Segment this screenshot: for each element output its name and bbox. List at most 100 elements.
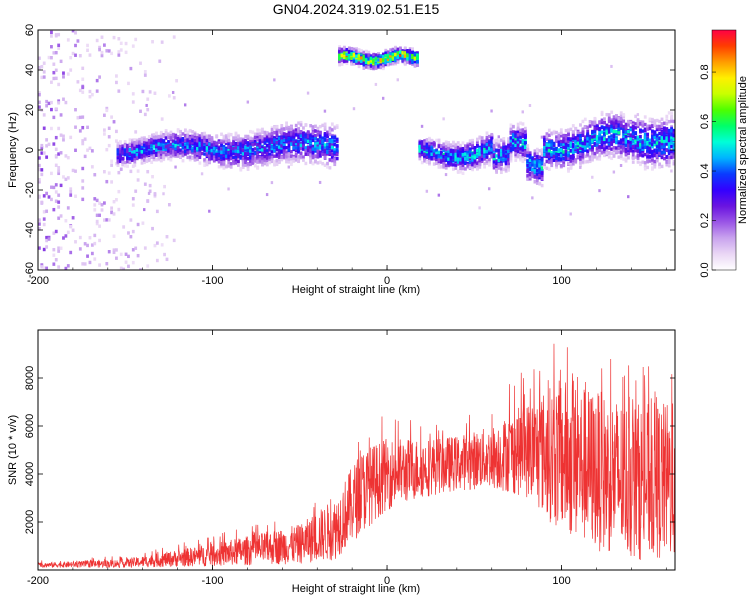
spectrogram-cell [261, 158, 264, 162]
spectrogram-cell [186, 138, 190, 142]
spectrogram-cell [71, 216, 75, 220]
spectrogram-cell [297, 135, 301, 140]
spectrogram-cell [531, 163, 534, 167]
spectrogram-cell [535, 168, 539, 172]
spectrogram-cell [275, 133, 279, 138]
spectrogram-cell [464, 148, 467, 153]
spectrogram-cell [583, 148, 587, 152]
spectrogram-cell [588, 155, 592, 159]
spectrogram-cell [531, 196, 534, 200]
spectrogram-cell [208, 144, 211, 148]
spectrogram-cell [564, 139, 568, 143]
spectrogram-cell [285, 153, 288, 157]
spectrogram-cell [251, 152, 255, 156]
spectrogram-cell [273, 163, 276, 167]
spectrogram-cell [377, 55, 380, 59]
spectrogram-cell [449, 157, 453, 162]
spectrogram-cell [143, 143, 146, 148]
spectrogram-cell [188, 144, 192, 148]
spectrogram-cell [138, 149, 142, 154]
spectrogram-cell [133, 143, 137, 147]
spectrogram-cell [323, 163, 327, 167]
spectrogram-cell [487, 187, 491, 191]
spectrogram-cell [59, 183, 63, 188]
spectrogram-cell [507, 147, 510, 152]
spectrogram-cell [265, 149, 269, 153]
spectrogram-cell [622, 128, 626, 132]
spectrogram-cell [122, 225, 126, 229]
spectrogram-cell [191, 134, 195, 138]
spectrogram-cell [569, 154, 573, 159]
spectrogram-cell [150, 148, 154, 153]
spectrogram-cell [615, 114, 618, 118]
spectrogram-cell [155, 209, 159, 214]
spectrogram-cell [547, 146, 551, 151]
spectrogram-cell [203, 139, 207, 144]
spectrogram-cell [86, 243, 89, 248]
spectrogram-cell [605, 125, 609, 129]
spectrogram-cell [110, 115, 114, 119]
spectrogram-cell [258, 128, 262, 133]
spectrogram-cell [62, 75, 65, 79]
spectrogram-cell [511, 125, 515, 129]
spectrogram-cell [81, 262, 85, 266]
spectrogram-cell [586, 138, 590, 143]
spectrogram-cell [196, 151, 199, 156]
spectrogram-cell [234, 149, 238, 153]
spectrogram-cell [193, 138, 197, 143]
spectrogram-cell [511, 134, 515, 139]
spectrogram-cell [81, 90, 85, 94]
spectrogram-cell [164, 152, 168, 157]
spectrogram-cell [624, 122, 628, 127]
spectrogram-cell [297, 147, 301, 151]
spectrogram-cell [511, 136, 515, 141]
spectrogram-cell [591, 120, 594, 125]
spectrogram-cell [377, 64, 380, 68]
spectrogram-cell [511, 133, 515, 137]
spectrogram-cell [480, 142, 484, 146]
spectrogram-cell [164, 147, 168, 151]
spectrogram-cell [607, 138, 611, 142]
spectrogram-cell [622, 135, 626, 140]
spectrogram-cell [610, 124, 614, 129]
spectrogram-cell [399, 56, 402, 60]
spectrogram-cell [191, 149, 195, 153]
spectrogram-cell [249, 159, 252, 163]
spectrogram-cell [555, 156, 558, 160]
spectrogram-cell [595, 156, 599, 160]
spectrogram-cell [555, 149, 558, 154]
spectrogram-cell [583, 135, 587, 139]
spectrogram-cell [559, 164, 563, 168]
spectrogram-cell [74, 194, 77, 198]
spectrogram-cell [66, 72, 70, 76]
spectrogram-cell [437, 138, 441, 142]
spectrogram-cell [160, 117, 164, 121]
spectrogram-cell [610, 156, 614, 161]
spectrogram-cell [294, 152, 298, 156]
spectrogram-cell [74, 240, 77, 244]
spectrogram-cell [193, 134, 197, 138]
spectrogram-cell [323, 125, 327, 129]
spectrogram-cell [442, 117, 445, 121]
spectrogram-cell [42, 70, 46, 74]
spectrogram-cell [598, 148, 602, 153]
spectrogram-cell [256, 149, 260, 154]
spectrogram-cell [292, 142, 296, 146]
spectrogram-cell [162, 133, 166, 137]
spectrogram-cell [270, 128, 274, 132]
spectrogram-cell [595, 127, 599, 131]
spectrogram-cell [468, 163, 472, 168]
spectrogram-cell [562, 150, 566, 154]
spectrogram-cell [502, 167, 506, 172]
spectrogram-cell [258, 132, 262, 136]
spectrogram-cell [627, 123, 630, 127]
spectrogram-cell [261, 130, 264, 135]
spectrogram-cell [384, 51, 388, 55]
spectrogram-cell [50, 45, 53, 49]
spectrogram-cell [598, 129, 602, 133]
spectrogram-cell [487, 157, 491, 162]
spectrogram-cell [162, 192, 165, 196]
spectrogram-cell [150, 144, 154, 148]
spectrogram-cell [275, 125, 279, 129]
spectrogram-cell [316, 141, 320, 145]
